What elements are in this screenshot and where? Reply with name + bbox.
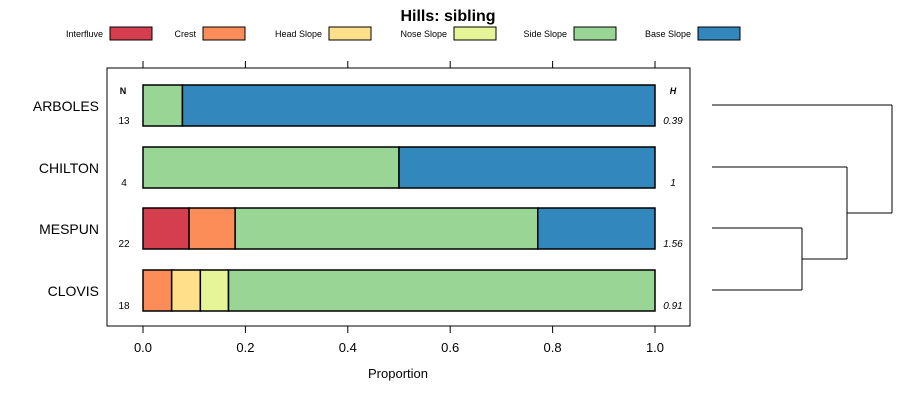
- bar-chilton-side-slope: [142, 146, 400, 189]
- x-tick-label-4: 0.8: [544, 340, 562, 355]
- n-value-clovis: 18: [118, 301, 130, 312]
- bar-clovis-crest: [142, 269, 173, 312]
- legend-label-head-slope: Head Slope: [275, 29, 322, 39]
- n-value-mespun: 22: [118, 239, 130, 250]
- x-tick-label-0: 0.0: [134, 340, 152, 355]
- top-axis-ticks: [142, 61, 656, 68]
- category-label-clovis: CLOVIS: [48, 283, 99, 299]
- legend-label-interfluve: Interfluve: [66, 29, 103, 39]
- bar-mespun-base-slope: [537, 207, 656, 250]
- category-label-arboles: ARBOLES: [33, 98, 99, 114]
- row-labels: ARBOLES 13 0.39 CHILTON 4 1 MESPUN 22 1.56 CLOVIS…: [33, 98, 683, 312]
- bar-chilton-base-slope: [398, 146, 656, 189]
- legend-swatch-nose-slope: [453, 26, 497, 41]
- x-tick-label-2: 0.4: [339, 340, 357, 355]
- legend-swatch-interfluve: [109, 26, 153, 41]
- bar-mespun-crest: [188, 207, 236, 250]
- dendrogram: [712, 104, 893, 291]
- bars: [142, 84, 656, 312]
- legend-label-side-slope: Side Slope: [523, 29, 567, 39]
- legend-swatch-side-slope: [573, 26, 617, 41]
- bar-clovis-side-slope: [227, 269, 656, 312]
- bar-arboles-base-slope: [181, 84, 656, 127]
- category-label-chilton: CHILTON: [39, 160, 99, 176]
- h-value-chilton: 1: [670, 178, 676, 189]
- legend-label-crest: Crest: [174, 29, 196, 39]
- h-value-arboles: 0.39: [663, 116, 683, 127]
- category-label-mespun: MESPUN: [39, 221, 99, 237]
- n-value-arboles: 13: [118, 116, 130, 127]
- n-value-chilton: 4: [121, 178, 127, 189]
- chart-title: Hills: sibling: [400, 8, 495, 25]
- bar-mespun-side-slope: [234, 207, 539, 250]
- bar-clovis-nose-slope: [199, 269, 230, 312]
- x-axis-label: Proportion: [368, 366, 428, 381]
- h-column-header: H: [670, 86, 677, 96]
- plot-frame: [106, 67, 691, 327]
- x-axis: 0.0 0.2 0.4 0.6 0.8 1.0: [134, 326, 664, 355]
- legend-swatch-head-slope: [328, 26, 372, 41]
- x-tick-label-1: 0.2: [236, 340, 254, 355]
- x-tick-label-3: 0.6: [441, 340, 459, 355]
- bar-mespun-interfluve: [142, 207, 190, 250]
- legend-label-nose-slope: Nose Slope: [400, 29, 447, 39]
- legend-label-base-slope: Base Slope: [645, 29, 691, 39]
- bar-arboles-side-slope: [142, 84, 184, 127]
- legend-swatch-crest: [202, 26, 246, 41]
- x-tick-label-5: 1.0: [646, 340, 664, 355]
- legend: Interfluve Crest Head Slope Nose Slope Side …: [66, 26, 741, 41]
- bar-clovis-head-slope: [170, 269, 202, 312]
- legend-swatch-base-slope: [697, 26, 741, 41]
- h-value-mespun: 1.56: [663, 239, 683, 250]
- h-value-clovis: 0.91: [663, 301, 682, 312]
- n-column-header: N: [120, 86, 127, 96]
